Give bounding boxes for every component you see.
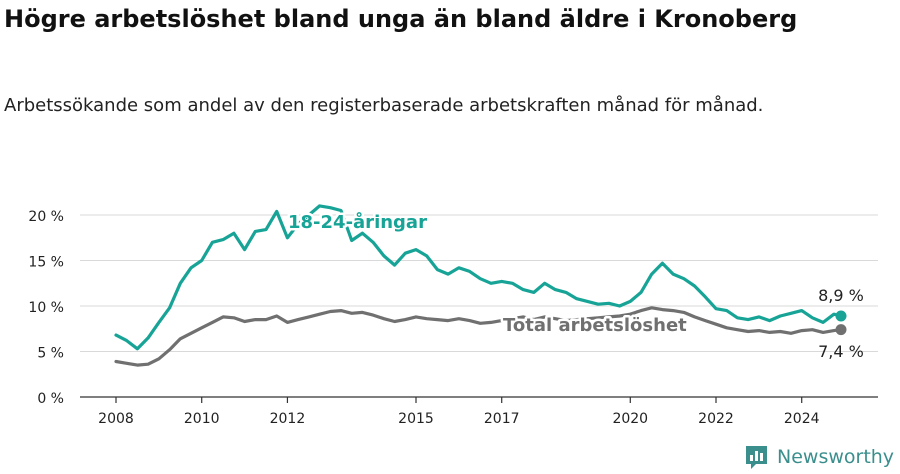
series-line-total [114,306,843,367]
series-lines [114,204,847,367]
x-tick-label: 2008 [98,411,134,427]
end-value-total: 7,4 % [818,342,864,361]
y-tick-label: 10 % [28,300,64,316]
series-labels: 18-24-åringar Total arbetslöshet 8,9 % 7,4 … [286,209,864,362]
x-tick-label: 2020 [612,411,648,427]
x-tick-label: 2022 [698,411,734,427]
end-point-total [835,324,847,336]
y-tick-label: 20 % [28,209,64,225]
x-tick-label: 2015 [398,411,434,427]
end-point-youth [835,310,847,322]
x-tick-label: 2010 [184,411,220,427]
end-value-youth: 8,9 % [818,286,864,305]
brand-name: Newsworthy [777,446,895,468]
series-line-youth [114,204,843,351]
y-tick-label: 5 % [37,346,64,362]
x-tick-label: 2024 [784,411,820,427]
x-tick-label: 2017 [484,411,520,427]
newsworthy-logo: Newsworthy [744,443,894,471]
series-label-total: Total arbetslöshet [503,315,687,336]
x-tick-label: 2012 [270,411,306,427]
y-tick-label: 0 % [37,391,64,407]
chart-subtitle: Arbetssökande som andel av den registerb… [4,95,764,116]
gridlines [80,214,878,352]
y-axis: 0 % 5 % 10 % 15 % 20 % [28,209,64,407]
series-label-youth: 18-24-åringar [288,211,427,233]
y-tick-label: 15 % [28,255,64,271]
newsworthy-logo-icon [746,446,767,469]
x-axis: 2008 2010 2012 2015 2017 2020 2022 2024 [80,396,878,427]
chart-title: Högre arbetslöshet bland unga än bland ä… [4,5,798,33]
